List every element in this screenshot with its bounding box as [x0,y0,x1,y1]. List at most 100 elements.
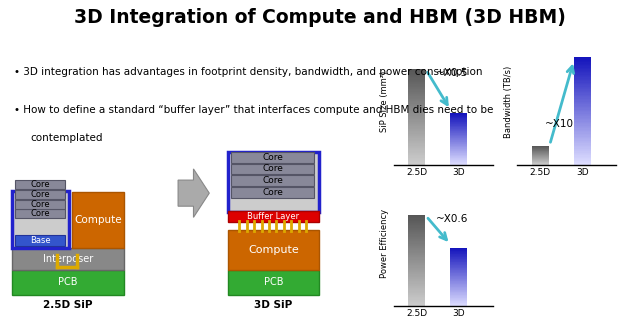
Bar [573,61,591,62]
Bar [408,237,426,239]
Bar [408,282,426,283]
Text: Compute: Compute [74,215,122,225]
Bar [450,294,467,295]
Bar [573,150,591,152]
Bar [573,104,591,106]
Bar [573,87,591,88]
Bar [573,74,591,76]
Bar [450,127,467,128]
Bar [408,252,426,254]
Bar [408,118,426,119]
Bar [450,148,467,149]
Bar [573,134,591,135]
Bar [408,154,426,155]
Bar [450,269,467,270]
Bar [450,286,467,287]
Bar [450,136,467,137]
Bar [408,150,426,152]
Bar [532,156,549,157]
Bar [532,152,549,153]
Bar [573,99,591,100]
Bar [408,255,426,256]
Bar [573,123,591,125]
Bar [450,271,467,272]
Bar [450,151,467,152]
Bar [408,233,426,234]
Bar [450,274,467,275]
Bar [408,297,426,298]
Bar [450,143,467,144]
Bar [450,123,467,124]
Bar [450,139,467,140]
Bar [573,78,591,80]
Bar [408,93,426,94]
Bar [450,258,467,259]
Bar [573,155,591,157]
Bar [532,157,549,158]
Bar [450,126,467,127]
Bar [573,88,591,89]
Bar [408,305,426,306]
Bar [573,163,591,165]
Bar [573,84,591,85]
Bar [573,73,591,75]
Bar [532,150,549,151]
Bar [573,81,591,83]
Bar [408,239,426,240]
Bar [408,95,426,96]
Bar [450,251,467,252]
Bar [573,153,591,154]
Bar [532,162,549,163]
Bar [408,85,426,87]
Text: Core: Core [262,188,283,197]
Bar [408,102,426,104]
Bar [450,264,467,265]
Bar [408,79,426,81]
Bar [573,127,591,129]
Bar [408,109,426,111]
Bar [450,258,467,259]
Bar [408,243,426,245]
Bar [450,288,467,289]
Bar [408,96,426,98]
Bar [573,58,591,60]
Bar [532,155,549,156]
Bar [573,105,591,107]
Text: Core: Core [30,180,50,189]
Bar [450,154,467,155]
Bar [408,148,426,149]
Bar [408,276,426,278]
Bar [573,149,591,150]
Bar [408,256,426,257]
Bar [408,138,426,140]
Bar [408,119,426,121]
Bar [532,161,549,162]
Text: Core: Core [30,199,50,208]
Bar [573,136,591,138]
Bar [532,158,549,159]
Bar [408,216,426,217]
Bar [450,117,467,118]
Bar [450,157,467,158]
Bar [450,155,467,156]
Text: • 3D integration has advantages in footprint density, bandwidth, and power consu: • 3D integration has advantages in footp… [14,67,483,77]
Bar [408,137,426,139]
Text: Base: Base [30,236,51,245]
Bar [408,272,426,273]
Bar [573,77,591,79]
Bar [408,274,426,275]
Bar [450,250,467,251]
Bar [573,72,591,73]
Bar [532,159,549,160]
Bar [573,103,591,104]
Bar [532,163,549,164]
Bar [408,132,426,134]
Bar [408,75,426,76]
Bar [450,298,467,299]
Bar [450,129,467,130]
Bar [573,62,591,64]
Bar [408,302,426,303]
Bar [573,158,591,160]
Bar [408,117,426,118]
Bar [450,289,467,290]
